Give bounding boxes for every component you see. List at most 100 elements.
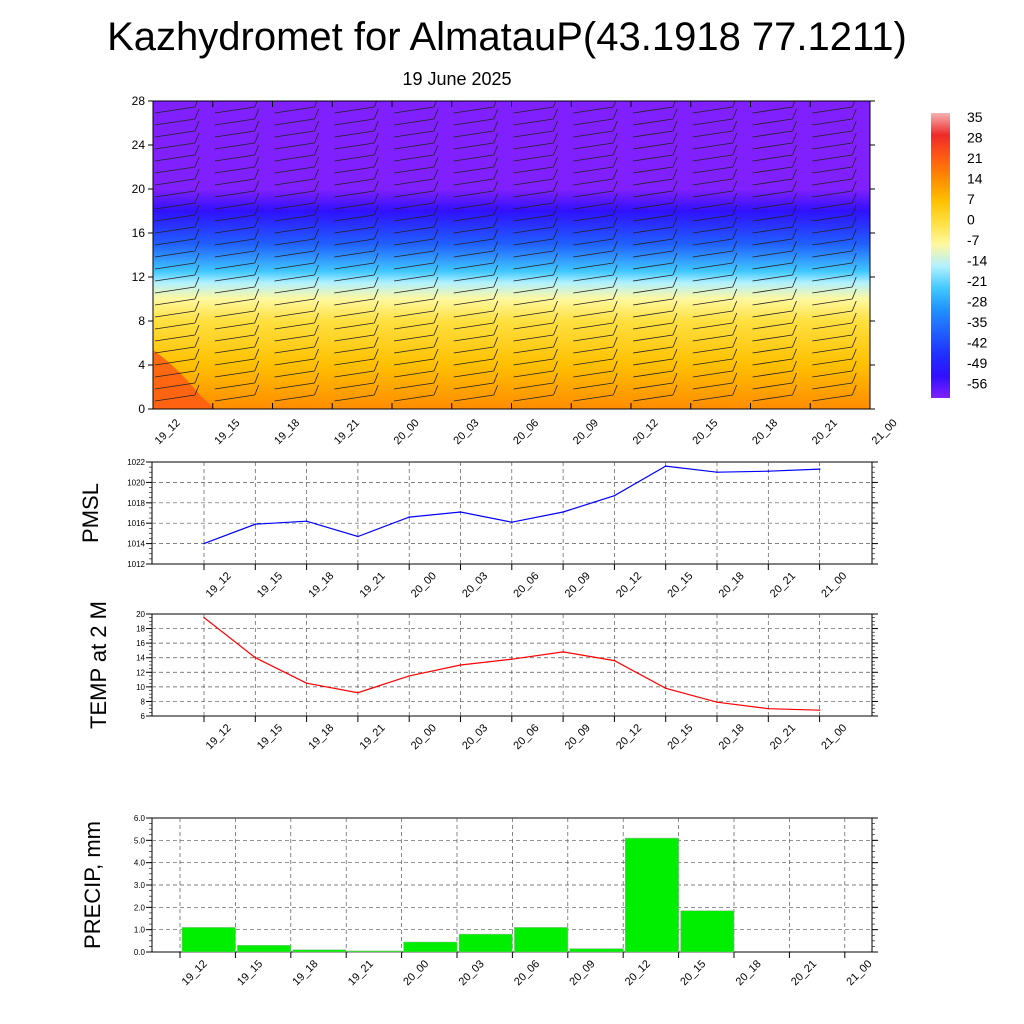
wind-barb: [334, 156, 379, 174]
x-tick-label: 20_15: [690, 417, 720, 447]
wind-barb: [573, 108, 618, 126]
wind-barb: [393, 101, 437, 114]
wind-barb: [812, 192, 857, 210]
x-tick-label: 21_00: [844, 958, 874, 988]
wind-barb: [513, 240, 558, 258]
x-tick-label: 20_00: [409, 722, 439, 752]
colorbar-label: -14: [967, 253, 987, 269]
y-tick-label: 1018: [127, 499, 145, 508]
chart-subtitle: 19 June 2025: [402, 69, 511, 89]
colorbar-label: -49: [967, 355, 987, 371]
wind-barb: [274, 276, 319, 294]
wind-barb: [393, 384, 439, 402]
wind-barb: [334, 228, 379, 246]
wind-barb: [812, 348, 857, 366]
wind-barb: [812, 144, 857, 162]
wind-barb: [632, 192, 678, 210]
bar: [458, 933, 513, 953]
wind-barb: [573, 180, 618, 198]
wind-barb: [573, 252, 618, 270]
data-point: [818, 709, 821, 711]
x-tick-label: 20_12: [614, 570, 644, 600]
wind-barb: [573, 240, 618, 258]
bar: [237, 945, 292, 953]
wind-barb: [812, 120, 857, 138]
data-point: [305, 682, 308, 684]
y-tick-label: 12: [132, 270, 146, 284]
wind-barb: [872, 145, 916, 161]
wind-barb: [274, 156, 319, 174]
wind-barb: [812, 180, 857, 198]
wind-barb: [393, 348, 439, 366]
y-tick-label: 20: [132, 182, 146, 196]
wind-barb: [214, 228, 260, 246]
wind-barb: [393, 372, 439, 390]
wind-barb: [692, 108, 738, 126]
x-tick-label: 20_12: [623, 958, 653, 988]
x-tick-label: 21_00: [819, 570, 849, 600]
wind-barb: [812, 336, 857, 354]
bar: [292, 949, 347, 953]
wind-barb: [872, 253, 916, 269]
wind-barb: [214, 252, 260, 270]
wind-barb: [453, 192, 499, 210]
wind-barb: [274, 108, 319, 126]
wind-barb: [334, 348, 379, 366]
wind-barb: [513, 384, 558, 402]
data-point: [613, 494, 616, 497]
wind-barb: [632, 384, 678, 402]
wind-barb: [393, 276, 439, 294]
wind-barb: [632, 312, 678, 330]
wind-barb: [872, 229, 916, 245]
y-tick-label: 3.0: [134, 881, 146, 890]
wind-barb: [214, 120, 260, 138]
wind-barb: [872, 337, 916, 353]
wind-barb: [692, 204, 738, 222]
data-point: [357, 691, 359, 694]
wind-barb: [154, 168, 200, 186]
x-tick-label: 20_09: [567, 958, 597, 988]
wind-barb: [214, 156, 260, 174]
colorbar-label: 21: [967, 150, 983, 166]
y-tick-label: 16: [136, 639, 145, 648]
wind-barb: [154, 108, 200, 126]
wind-barb: [154, 288, 200, 306]
wind-barb: [872, 385, 916, 401]
x-tick-label: 19_18: [290, 958, 320, 988]
wind-barb: [154, 120, 200, 138]
wind-barb: [632, 324, 678, 342]
wind-barb: [393, 252, 439, 270]
wind-barb: [393, 144, 439, 162]
wind-barb: [632, 144, 678, 162]
wind-barb: [632, 108, 678, 126]
data-point: [613, 659, 616, 662]
y-tick-label: 1020: [127, 478, 145, 487]
wind-barb: [453, 132, 499, 150]
wind-barb: [573, 228, 618, 246]
wind-barb: [692, 312, 738, 330]
wind-barbs: [154, 101, 916, 402]
wind-barb: [334, 120, 379, 138]
wind-barb: [154, 276, 200, 294]
wind-barb: [274, 168, 319, 186]
wind-barb: [214, 336, 260, 354]
wind-barb: [573, 264, 618, 282]
wind-barb: [513, 312, 558, 330]
x-tick-label: 20_21: [768, 722, 798, 752]
wind-barb: [692, 132, 738, 150]
wind-barb: [154, 192, 200, 210]
wind-barb: [393, 120, 439, 138]
wind-barb: [812, 252, 857, 270]
y-tick-label: 6: [141, 712, 146, 721]
wind-barb: [692, 120, 738, 138]
data-point: [562, 651, 564, 653]
wind-barb: [632, 264, 678, 282]
x-tick-label: 20_00: [392, 417, 422, 447]
colorbar-label: -28: [967, 294, 987, 310]
wind-barb: [453, 156, 499, 174]
x-tick-label: 19_12: [153, 417, 183, 447]
colorbar-label: 35: [967, 109, 983, 125]
wind-barb: [334, 180, 379, 198]
wind-barb: [692, 228, 738, 246]
bar: [624, 837, 679, 953]
